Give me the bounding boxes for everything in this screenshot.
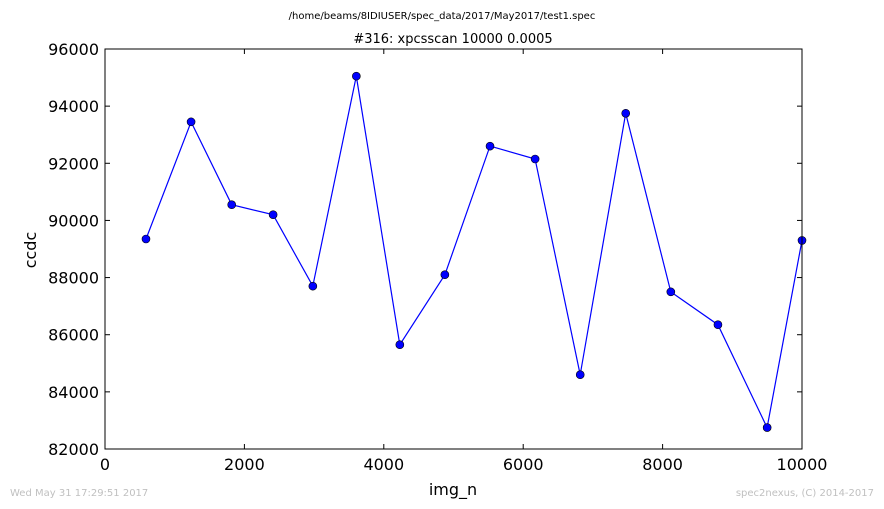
data-point (485, 141, 495, 151)
data-point (308, 281, 318, 291)
plot-area (141, 71, 807, 432)
axes-frame (104, 48, 803, 450)
data-point (575, 370, 585, 380)
data-point (621, 108, 631, 118)
x-tick-label: 8000 (642, 455, 683, 474)
data-point (713, 320, 723, 330)
x-tick-label: 2000 (224, 455, 265, 474)
series-line (145, 75, 803, 430)
data-point (186, 117, 196, 127)
data-point (141, 234, 151, 244)
x-tick-label: 10000 (777, 455, 828, 474)
footer-timestamp: Wed May 31 17:29:51 2017 (10, 488, 149, 499)
footer-credit: spec2nexus, (C) 2014-2017 (735, 488, 874, 499)
y-tick-label: 88000 (48, 269, 99, 288)
data-point (268, 210, 278, 220)
axis-ticks: 0 2000 4000 6000 8000 10000 82000 84000 86000 880… (48, 40, 827, 474)
y-axis-label: ccdc (21, 232, 40, 269)
data-point (227, 200, 237, 210)
data-point (762, 423, 772, 432)
x-tick-label: 4000 (363, 455, 404, 474)
y-tick-label: 82000 (48, 440, 99, 459)
y-tick-label: 86000 (48, 326, 99, 345)
x-tick-label: 6000 (503, 455, 544, 474)
chart-title: #316: xpcsscan 10000 0.0005 (353, 32, 552, 47)
data-point (352, 71, 361, 81)
y-tick-label: 94000 (48, 97, 99, 116)
y-tick-label: 90000 (48, 211, 99, 230)
x-axis-label: img_n (429, 480, 477, 500)
x-tick-label: 0 (100, 455, 110, 474)
y-tick-label: 96000 (48, 40, 99, 59)
source-path: /home/beams/8IDIUSER/spec_data/2017/May2… (289, 11, 596, 22)
y-tick-label: 92000 (48, 154, 99, 173)
y-tick-label: 84000 (48, 383, 99, 402)
data-point (530, 154, 540, 164)
data-point (440, 270, 450, 280)
data-point (666, 287, 676, 297)
data-point (395, 340, 405, 350)
